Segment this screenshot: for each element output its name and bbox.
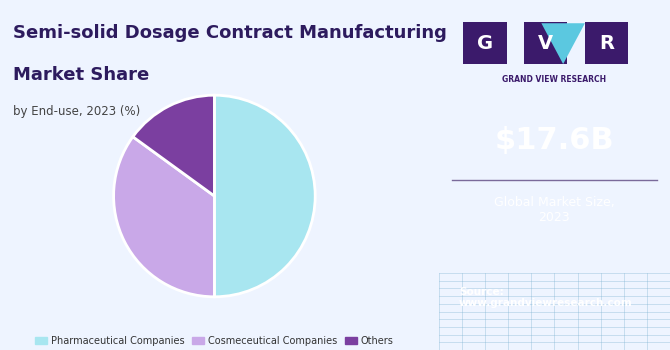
Text: $17.6B: $17.6B — [494, 126, 614, 154]
FancyBboxPatch shape — [524, 22, 567, 64]
Text: by End-use, 2023 (%): by End-use, 2023 (%) — [13, 105, 141, 118]
Wedge shape — [214, 95, 315, 297]
FancyBboxPatch shape — [585, 22, 628, 64]
Text: Source:
www.grandviewresearch.com: Source: www.grandviewresearch.com — [459, 287, 632, 308]
Text: Market Share: Market Share — [13, 66, 149, 84]
Text: R: R — [599, 34, 614, 53]
Text: Global Market Size,
2023: Global Market Size, 2023 — [494, 196, 615, 224]
Text: Semi-solid Dosage Contract Manufacturing: Semi-solid Dosage Contract Manufacturing — [13, 25, 448, 42]
Wedge shape — [133, 95, 214, 196]
Legend: Pharmaceutical Companies, Cosmeceutical Companies, Others: Pharmaceutical Companies, Cosmeceutical … — [31, 332, 397, 350]
Text: G: G — [476, 34, 493, 53]
Wedge shape — [114, 137, 214, 297]
Text: V: V — [538, 34, 553, 53]
FancyBboxPatch shape — [463, 22, 507, 64]
Text: GRAND VIEW RESEARCH: GRAND VIEW RESEARCH — [502, 75, 606, 84]
Polygon shape — [541, 23, 585, 64]
